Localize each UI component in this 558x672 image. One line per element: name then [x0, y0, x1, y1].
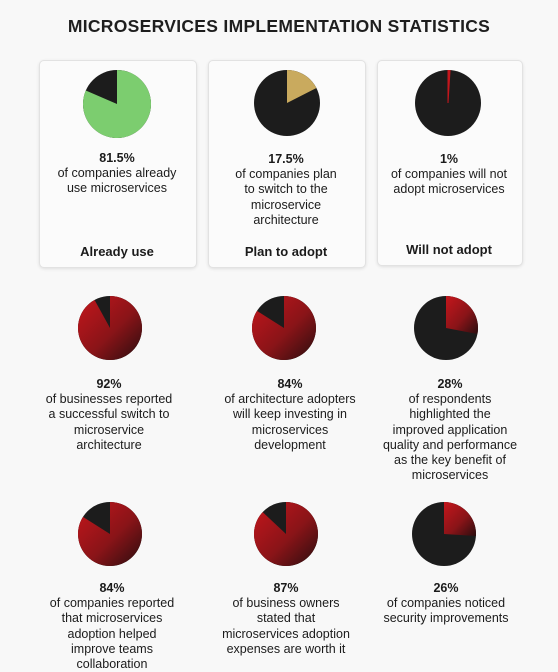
stat-description: of companies already use microservices [39, 166, 195, 197]
stat-description: of businesses reported a successful swit… [30, 392, 188, 453]
stat-description-line: adopt microservices [393, 182, 505, 197]
stat-percentage: 26% [433, 581, 459, 595]
pie-chart-keep-investing [252, 296, 316, 360]
stat-category: Will not adopt [406, 242, 492, 257]
stat-description-line: microservices [251, 422, 329, 437]
stat-description-line: use microservices [66, 181, 168, 196]
stat-improved-quality: 28% of respondents highlighted the impro… [368, 294, 532, 494]
stat-description-line: microservices [411, 468, 489, 483]
stat-description-line: will keep investing in [233, 407, 347, 422]
stat-category: Plan to adopt [244, 244, 328, 259]
stat-plan-to-adopt: 17.5% of companies plan to switch to the… [208, 60, 364, 266]
stat-description-line: of architecture adopters [224, 392, 356, 406]
stat-description-line: development [254, 437, 326, 452]
stat-percentage: 84% [99, 581, 125, 595]
pie-chart-plan-to-adopt [254, 70, 320, 136]
stat-description-line: microservice [250, 197, 322, 212]
stat-security: 26% of companies noticed security improv… [368, 500, 524, 672]
stat-description-line: architecture [76, 437, 142, 452]
stat-description: of companies plan to switch to the micro… [208, 167, 364, 228]
pie-slice [287, 70, 317, 103]
stat-description-line: of companies plan [235, 167, 337, 181]
stat-description-line: expenses are worth it [226, 641, 346, 656]
stat-description-line: microservices adoption [222, 626, 350, 641]
pie-slice [252, 296, 316, 360]
stat-description: of companies reported that microservices… [30, 596, 194, 672]
stat-team-collaboration: 84% of companies reported that microserv… [30, 500, 194, 672]
page-title: MICROSERVICES IMPLEMENTATION STATISTICS [67, 16, 491, 36]
stat-description-line: of business owners [232, 596, 340, 610]
pie-chart-security [412, 502, 476, 566]
pie-slice [444, 502, 476, 537]
stat-description-line: of companies will not [390, 167, 508, 181]
stat-category: Already use [80, 244, 154, 259]
pie-slice [447, 70, 451, 104]
stat-description-line: quality and performance [382, 437, 518, 452]
pie-slice [78, 502, 142, 566]
stat-description-line: collaboration [76, 657, 148, 672]
pie-chart-already-use [83, 70, 151, 138]
stat-description-line: to switch to the [244, 182, 328, 197]
stat-description-line: stated that [256, 611, 316, 626]
stat-description-line: microservice [73, 422, 145, 437]
stat-description: of architecture adopters will keep inves… [208, 392, 372, 453]
stat-description-line: improve teams [71, 641, 153, 656]
stat-description: of companies noticed security improvemen… [368, 596, 524, 627]
stat-percentage: 92% [96, 377, 122, 391]
pie-chart-will-not-adopt [415, 70, 481, 136]
stat-keep-investing: 84% of architecture adopters will keep i… [208, 294, 372, 494]
stat-description: of companies will not adopt microservice… [377, 167, 521, 198]
pie-slice [254, 502, 318, 566]
stat-description-line: architecture [253, 212, 319, 227]
pie-slice [78, 296, 142, 360]
stat-description-line: that microservices [61, 611, 163, 626]
stat-percentage: 17.5% [268, 152, 304, 166]
stat-description: of business owners stated that microserv… [208, 596, 364, 657]
stat-description-line: of businesses reported [45, 392, 173, 406]
stat-percentage: 81.5% [99, 151, 135, 165]
stat-description-line: as the key benefit of [394, 453, 506, 468]
stat-description-line: adoption helped [67, 626, 157, 641]
pie-slice [83, 70, 151, 138]
stat-already-use: 81.5% of companies already use microserv… [39, 60, 195, 266]
pie-chart-successful-switch [78, 296, 142, 360]
stat-description-line: improved application [392, 422, 508, 437]
stat-percentage: 87% [273, 581, 299, 595]
stat-description-line: a successful switch to [48, 407, 170, 422]
stat-description-line: security improvements [383, 611, 509, 626]
stat-description-line: of companies noticed [386, 596, 506, 610]
stat-description-line: of companies already [57, 166, 177, 180]
stat-percentage: 1% [439, 152, 459, 166]
stat-will-not-adopt: 1% of companies will not adopt microserv… [377, 60, 521, 264]
stat-successful-switch: 92% of businesses reported a successful … [30, 294, 188, 494]
stat-percentage: 28% [437, 377, 463, 391]
pie-chart-improved-quality [414, 296, 478, 360]
stat-description-line: of companies reported [49, 596, 175, 610]
stat-description-line: highlighted the [409, 407, 491, 422]
pie-slice [446, 296, 478, 334]
stat-worth-it: 87% of business owners stated that micro… [208, 500, 364, 672]
stat-description-line: of respondents [408, 392, 492, 406]
stat-percentage: 84% [277, 377, 303, 391]
pie-chart-team-collaboration [78, 502, 142, 566]
stat-description: of respondents highlighted the improved … [368, 392, 532, 484]
pie-chart-worth-it [254, 502, 318, 566]
